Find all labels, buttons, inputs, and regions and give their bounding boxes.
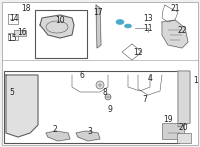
Polygon shape <box>96 5 101 48</box>
Ellipse shape <box>116 20 124 25</box>
Polygon shape <box>40 15 74 38</box>
Text: 11: 11 <box>143 24 153 32</box>
Polygon shape <box>76 131 100 141</box>
Bar <box>35 10 87 58</box>
Text: 19: 19 <box>163 116 173 125</box>
Circle shape <box>96 81 104 89</box>
Text: 13: 13 <box>143 14 153 22</box>
Text: 7: 7 <box>143 96 147 105</box>
Text: 6: 6 <box>80 71 84 80</box>
Text: 20: 20 <box>178 123 188 132</box>
Text: 10: 10 <box>55 15 65 25</box>
Text: 15: 15 <box>7 34 17 42</box>
Text: 5: 5 <box>10 87 14 96</box>
Polygon shape <box>6 75 38 137</box>
Text: 18: 18 <box>21 4 31 12</box>
Text: 21: 21 <box>170 4 180 12</box>
Text: 4: 4 <box>148 74 152 82</box>
Bar <box>162 123 184 139</box>
Text: 22: 22 <box>177 25 187 35</box>
Text: 16: 16 <box>17 27 27 36</box>
Bar <box>8 33 18 40</box>
Polygon shape <box>178 71 190 127</box>
Text: 8: 8 <box>103 87 107 96</box>
Polygon shape <box>46 131 70 141</box>
Text: 1: 1 <box>194 76 198 85</box>
Ellipse shape <box>124 24 132 28</box>
Bar <box>4 71 179 143</box>
Bar <box>14 30 26 36</box>
Text: 2: 2 <box>53 126 57 135</box>
Bar <box>177 133 191 143</box>
Text: 17: 17 <box>93 7 103 16</box>
Circle shape <box>105 94 111 100</box>
Text: 9: 9 <box>108 106 112 115</box>
Polygon shape <box>162 20 188 48</box>
Text: 3: 3 <box>88 127 92 137</box>
Text: 12: 12 <box>133 47 143 56</box>
Text: 14: 14 <box>9 14 19 22</box>
